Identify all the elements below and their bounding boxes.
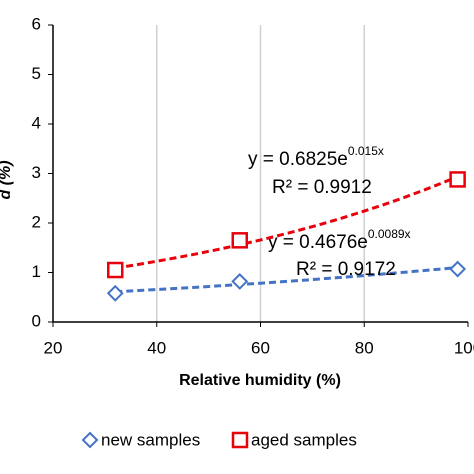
trendline-equation: y = 0.4676e0.0089x	[268, 227, 411, 253]
x-tick-label: 80	[355, 338, 374, 357]
x-tick-label: 20	[44, 338, 63, 357]
point	[106, 284, 124, 302]
equation-text: y = 0.6825e	[248, 149, 348, 170]
equation-exponent: 0.015x	[348, 144, 384, 158]
y-tick-label: 2	[32, 212, 41, 231]
trendline	[115, 266, 458, 294]
trendline-equation: y = 0.6825e0.015x	[248, 144, 384, 170]
y-tick-label: 0	[32, 311, 41, 330]
legend-marker	[231, 431, 249, 449]
y-tick-label: 6	[32, 14, 41, 33]
y-axis-title: d (%)	[0, 160, 14, 199]
y-tick-label: 5	[32, 64, 41, 83]
trendline-r-squared: R² = 0.9172	[296, 259, 396, 280]
x-tick-label: 40	[147, 338, 166, 357]
legend-label: aged samples	[251, 430, 357, 449]
equation-text: y = 0.4676e	[268, 232, 368, 253]
point	[231, 272, 249, 290]
x-tick-label: 100	[454, 338, 474, 357]
point	[231, 232, 248, 249]
y-tick-label: 4	[32, 113, 41, 132]
y-tick-label: 3	[32, 163, 41, 182]
x-axis-title: Relative humidity (%)	[179, 372, 341, 389]
point	[449, 260, 467, 278]
trendline-r-squared: R² = 0.9912	[272, 177, 372, 198]
legend-marker	[81, 431, 99, 449]
legend-label: new samples	[101, 430, 200, 449]
point	[107, 261, 124, 279]
x-tick-label: 60	[251, 338, 270, 357]
equation-exponent: 0.0089x	[368, 227, 411, 241]
point	[449, 171, 466, 188]
y-tick-label: 1	[32, 262, 41, 281]
trendline	[115, 175, 459, 270]
